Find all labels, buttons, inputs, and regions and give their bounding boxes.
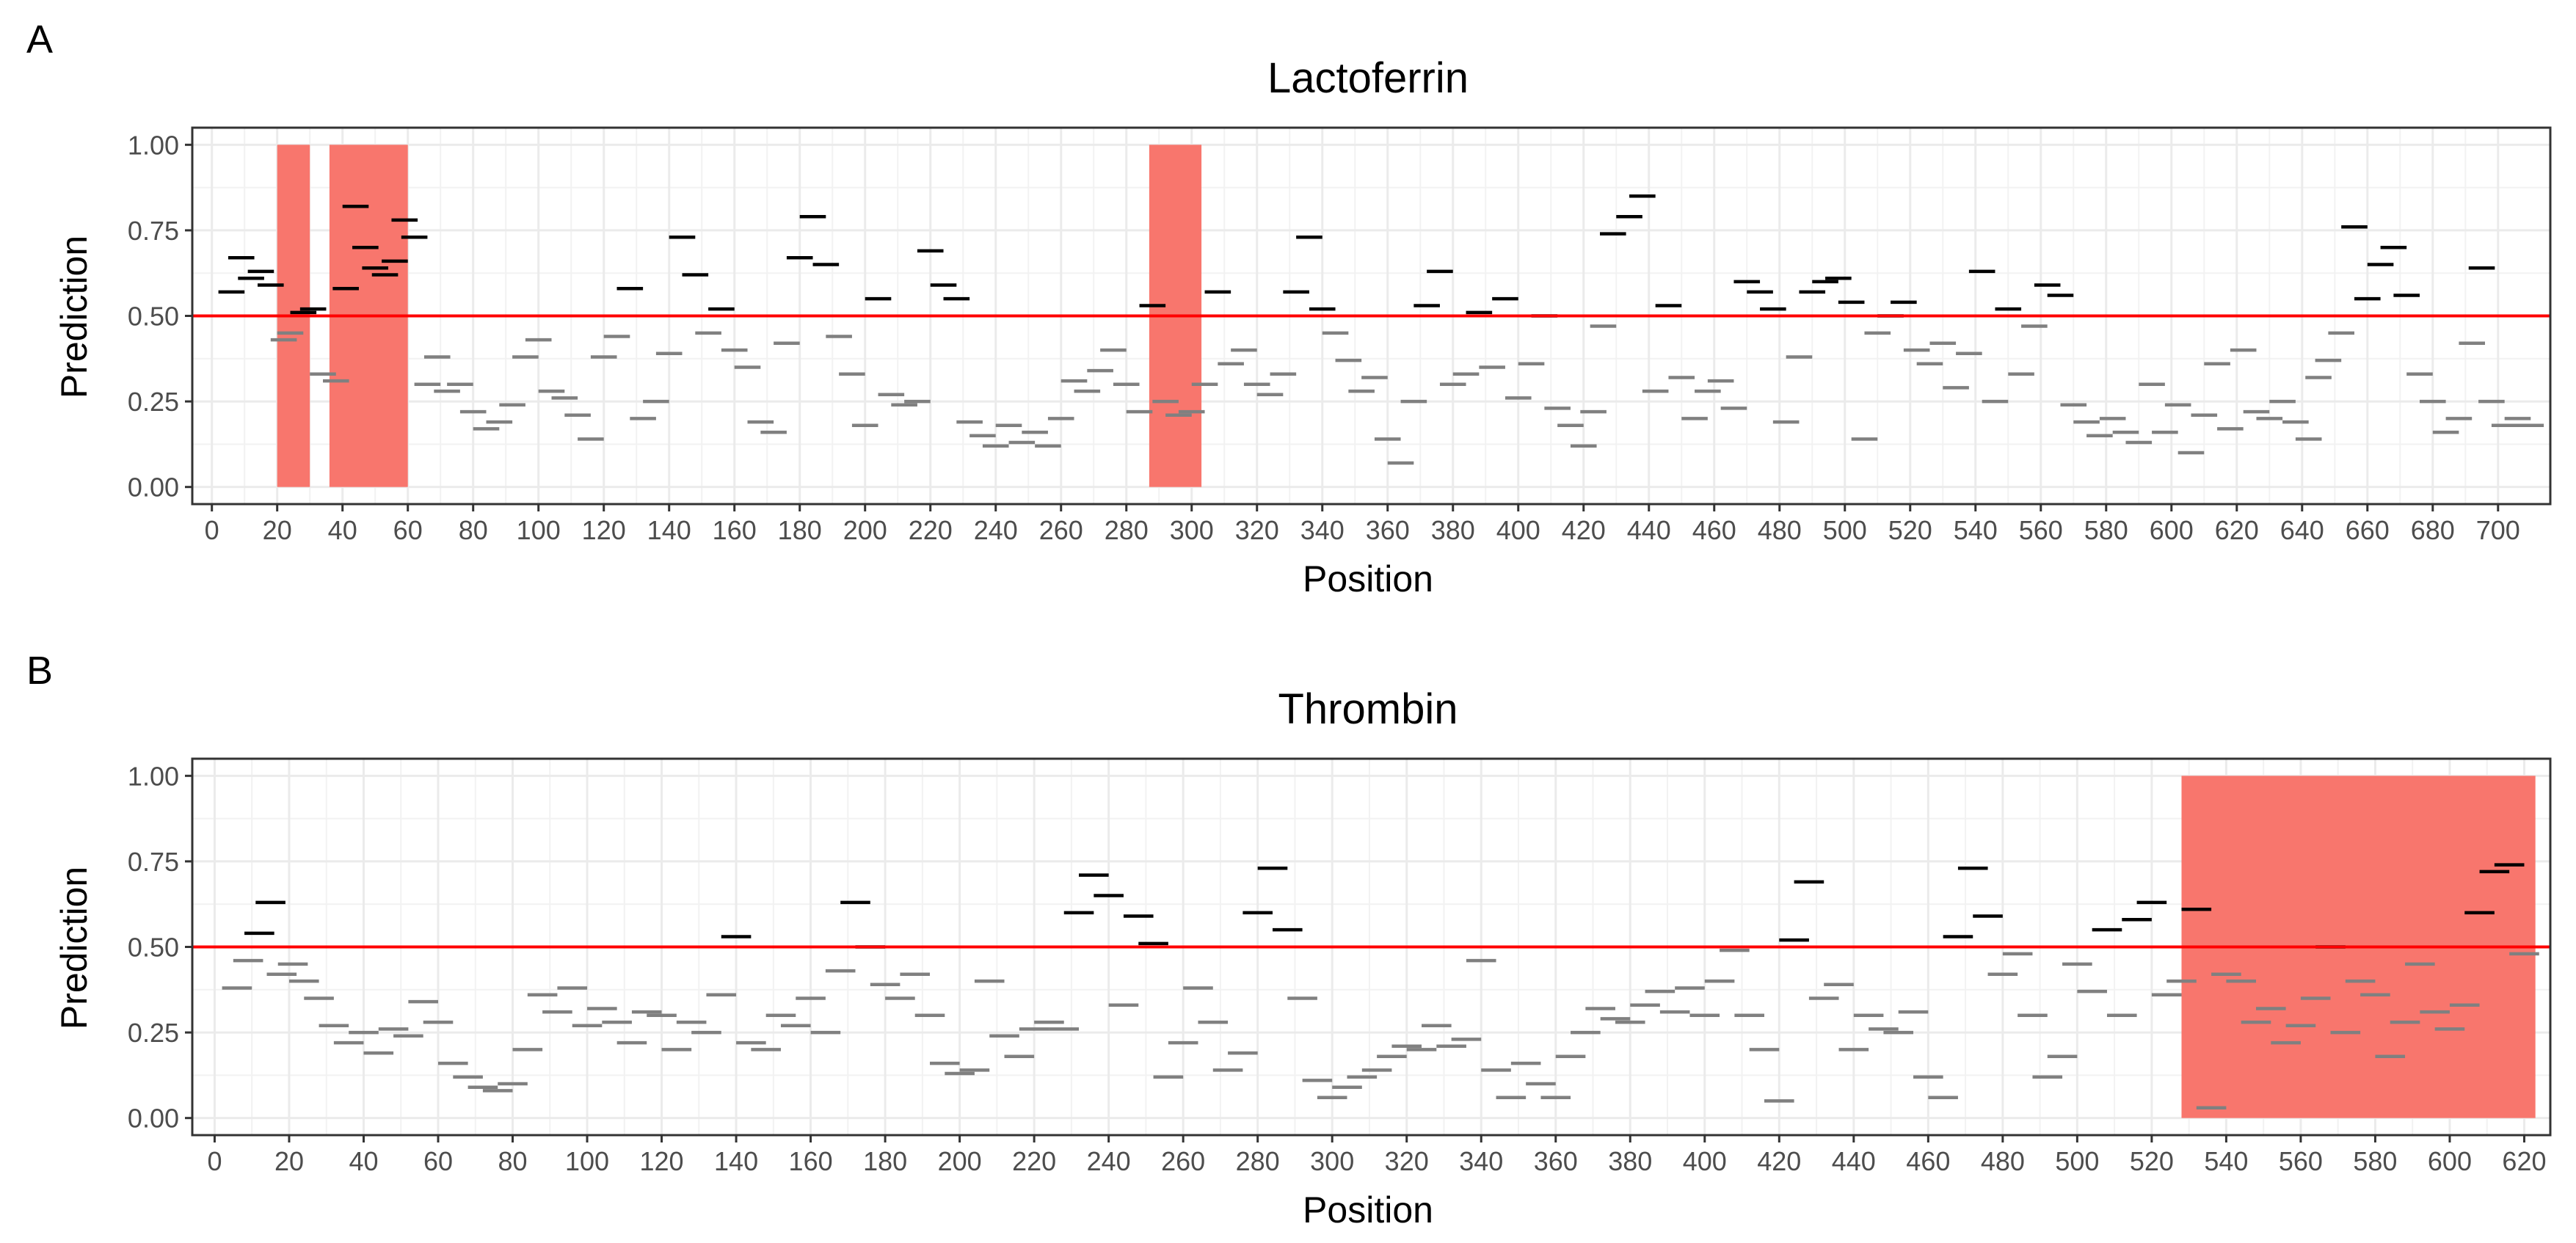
x-tick-label: 260 xyxy=(1161,1146,1205,1176)
x-tick-label: 180 xyxy=(863,1146,907,1176)
x-tick-label: 480 xyxy=(1981,1146,2025,1176)
x-tick-label: 500 xyxy=(1823,515,1867,545)
x-tick-label: 200 xyxy=(843,515,887,545)
x-tick-label: 540 xyxy=(2204,1146,2248,1176)
x-tick-label: 380 xyxy=(1431,515,1475,545)
x-tick-label: 680 xyxy=(2411,515,2455,545)
x-tick-label: 20 xyxy=(263,515,292,545)
x-tick-label: 520 xyxy=(1888,515,1932,545)
y-tick-label: 0.75 xyxy=(128,216,179,246)
y-tick-label: 0.25 xyxy=(128,387,179,417)
x-tick-label: 120 xyxy=(582,515,626,545)
x-tick-label: 40 xyxy=(328,515,357,545)
x-tick-label: 340 xyxy=(1300,515,1345,545)
x-tick-label: 80 xyxy=(498,1146,527,1176)
x-tick-label: 360 xyxy=(1366,515,1410,545)
x-tick-label: 300 xyxy=(1310,1146,1354,1176)
y-tick-label: 0.00 xyxy=(128,1104,179,1134)
panel-letter-a: A xyxy=(26,18,53,62)
x-tick-label: 580 xyxy=(2084,515,2128,545)
x-tick-label: 600 xyxy=(2428,1146,2472,1176)
x-tick-label: 700 xyxy=(2476,515,2520,545)
x-tick-label: 140 xyxy=(714,1146,758,1176)
y-tick-label: 0.75 xyxy=(128,847,179,877)
x-tick-label: 660 xyxy=(2346,515,2390,545)
chart-title-thrombin: Thrombin xyxy=(1278,685,1458,733)
x-tick-label: 620 xyxy=(2502,1146,2546,1176)
x-tick-label: 400 xyxy=(1683,1146,1727,1176)
x-tick-label: 460 xyxy=(1692,515,1736,545)
x-tick-label: 240 xyxy=(974,515,1018,545)
chart-title-lactoferrin: Lactoferrin xyxy=(1267,54,1469,102)
plot-area-thrombin: 0 20 40 60 80 100 120 140 160 180 200 220 240 260 280 3… xyxy=(128,757,2552,1176)
x-tick-label: 280 xyxy=(1236,1146,1280,1176)
x-tick-label: 340 xyxy=(1459,1146,1503,1176)
x-tick-label: 220 xyxy=(909,515,953,545)
x-tick-label: 640 xyxy=(2280,515,2324,545)
y-axis-title-lactoferrin: Prediction xyxy=(54,236,95,398)
x-tick-label: 540 xyxy=(1954,515,1998,545)
x-tick-label: 420 xyxy=(1562,515,1606,545)
x-tick-label: 480 xyxy=(1758,515,1802,545)
x-tick-label: 260 xyxy=(1039,515,1083,545)
x-tick-label: 380 xyxy=(1608,1146,1652,1176)
y-tick-label: 0.50 xyxy=(128,933,179,963)
x-tick-label: 560 xyxy=(2019,515,2063,545)
x-tick-label: 440 xyxy=(1832,1146,1876,1176)
panel-lactoferrin: A Lactoferrin 0 20 40 60 80 100 120 140 160 180 20… xyxy=(26,18,2552,599)
x-tick-label: 220 xyxy=(1012,1146,1056,1176)
panel-letter-b: B xyxy=(26,649,53,693)
x-tick-label: 120 xyxy=(640,1146,684,1176)
x-tick-label: 580 xyxy=(2353,1146,2397,1176)
x-tick-label: 160 xyxy=(713,515,757,545)
y-tick-label: 0.50 xyxy=(128,302,179,332)
x-tick-label: 620 xyxy=(2215,515,2259,545)
x-tick-label: 600 xyxy=(2150,515,2194,545)
x-tick-label: 20 xyxy=(274,1146,304,1176)
y-tick-label: 1.00 xyxy=(128,130,179,160)
y-tick-label: 0.00 xyxy=(128,473,179,503)
x-tick-label: 180 xyxy=(778,515,822,545)
x-tick-label: 400 xyxy=(1496,515,1540,545)
x-tick-label: 80 xyxy=(459,515,488,545)
x-tick-label: 60 xyxy=(423,1146,453,1176)
x-tick-label: 460 xyxy=(1906,1146,1950,1176)
x-tick-label: 420 xyxy=(1757,1146,1801,1176)
x-axis-title-thrombin: Position xyxy=(1303,1189,1433,1231)
x-tick-label: 200 xyxy=(938,1146,982,1176)
x-tick-label: 140 xyxy=(647,515,691,545)
x-tick-label: 0 xyxy=(205,515,219,545)
panel-thrombin: B Thrombin 0 20 40 60 80 100 120 140 160 180 200 22… xyxy=(26,649,2552,1231)
plot-area-lactoferrin: 0 20 40 60 80 100 120 140 160 180 200 220 240 260 280 3… xyxy=(128,126,2552,545)
x-tick-label: 360 xyxy=(1534,1146,1578,1176)
x-tick-label: 520 xyxy=(2130,1146,2174,1176)
x-tick-label: 300 xyxy=(1170,515,1214,545)
x-tick-label: 100 xyxy=(565,1146,609,1176)
x-tick-label: 240 xyxy=(1087,1146,1131,1176)
x-tick-label: 560 xyxy=(2279,1146,2323,1176)
x-tick-label: 320 xyxy=(1235,515,1279,545)
x-tick-label: 40 xyxy=(349,1146,378,1176)
x-tick-label: 0 xyxy=(207,1146,222,1176)
x-tick-label: 500 xyxy=(2055,1146,2099,1176)
x-tick-label: 320 xyxy=(1385,1146,1429,1176)
x-axis-title-lactoferrin: Position xyxy=(1303,558,1433,599)
x-tick-label: 60 xyxy=(393,515,423,545)
x-tick-label: 100 xyxy=(517,515,561,545)
y-tick-label: 1.00 xyxy=(128,761,179,791)
x-tick-label: 160 xyxy=(789,1146,833,1176)
y-tick-label: 0.25 xyxy=(128,1018,179,1048)
x-tick-label: 440 xyxy=(1627,515,1671,545)
x-tick-label: 280 xyxy=(1105,515,1149,545)
y-axis-title-thrombin: Prediction xyxy=(54,867,95,1029)
